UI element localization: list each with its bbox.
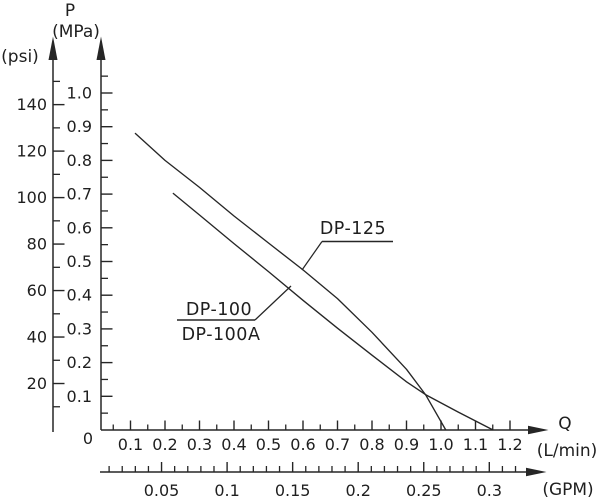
mpa-unit-label: (MPa) [52, 22, 100, 42]
mpa-tick-label: 0.7 [67, 185, 92, 204]
curve-dp-100 [172, 192, 494, 431]
psi-tick-label: 100 [16, 188, 47, 207]
mpa-tick-label: 0.1 [67, 387, 92, 406]
mpa-tick-label: 0.2 [67, 353, 92, 372]
lmin-tick-label: 0.3 [187, 435, 212, 454]
lmin-tick-label: 0.7 [325, 435, 350, 454]
lmin-unit-label: (L/min) [537, 441, 598, 461]
lmin-tick-label: 0.5 [256, 435, 281, 454]
lmin-tick-label: 1.2 [497, 435, 522, 454]
mpa-axis-arrowhead [96, 36, 106, 60]
mpa-tick-label: 0.9 [67, 117, 92, 136]
gpm-tick-label: 0.3 [477, 481, 502, 500]
mpa-tick-label: 0.8 [67, 151, 92, 170]
psi-tick-label: 60 [27, 281, 47, 300]
lmin-tick-label: 0.2 [152, 435, 177, 454]
gpm-tick-label: 0.2 [345, 481, 370, 500]
pressure-axis-title: P [65, 1, 75, 21]
gpm-axis-arrowhead [526, 467, 547, 477]
psi-axis-arrowhead [48, 36, 58, 60]
gpm-unit-label: (GPM) [542, 480, 593, 500]
lmin-tick-label: 0.6 [290, 435, 315, 454]
flow-axis-title: Q [558, 414, 571, 434]
gpm-tick-label: 0.25 [406, 481, 442, 500]
gpm-tick-label: 0.05 [144, 481, 180, 500]
lmin-tick-label: 0.1 [118, 435, 143, 454]
mpa-tick-label: 1.0 [67, 84, 92, 103]
dp125-label: DP-125 [320, 219, 386, 239]
dp100-label: DP-100 [186, 300, 252, 320]
lmin-tick-label: 0.4 [221, 435, 246, 454]
psi-tick-label: 140 [16, 95, 47, 114]
dp100a-label: DP-100A [182, 325, 261, 345]
psi-tick-label: 40 [27, 328, 47, 347]
lmin-tick-label: 0.8 [359, 435, 384, 454]
mpa-tick-label: 0.3 [67, 319, 92, 338]
psi-unit-label: (psi) [1, 47, 39, 67]
mpa-tick-label: 0.6 [67, 218, 92, 237]
gpm-tick-label: 0.15 [275, 481, 311, 500]
lmin-tick-label: 1.1 [463, 435, 488, 454]
mpa-tick-label: 0.4 [67, 286, 92, 305]
lmin-axis-arrowhead [528, 425, 549, 435]
mpa-tick-label: 0.5 [67, 252, 92, 271]
lmin-tick-label: 1.0 [428, 435, 453, 454]
psi-tick-label: 80 [27, 235, 47, 254]
lmin-tick-label: 0.9 [394, 435, 419, 454]
dp125-leader-line [301, 241, 323, 271]
gpm-tick-label: 0.1 [214, 481, 239, 500]
curve-dp-125 [134, 132, 447, 431]
psi-tick-label: 120 [16, 142, 47, 161]
dp100-leader-line [254, 285, 292, 321]
origin-label: 0 [83, 429, 93, 448]
psi-tick-label: 20 [27, 374, 47, 393]
